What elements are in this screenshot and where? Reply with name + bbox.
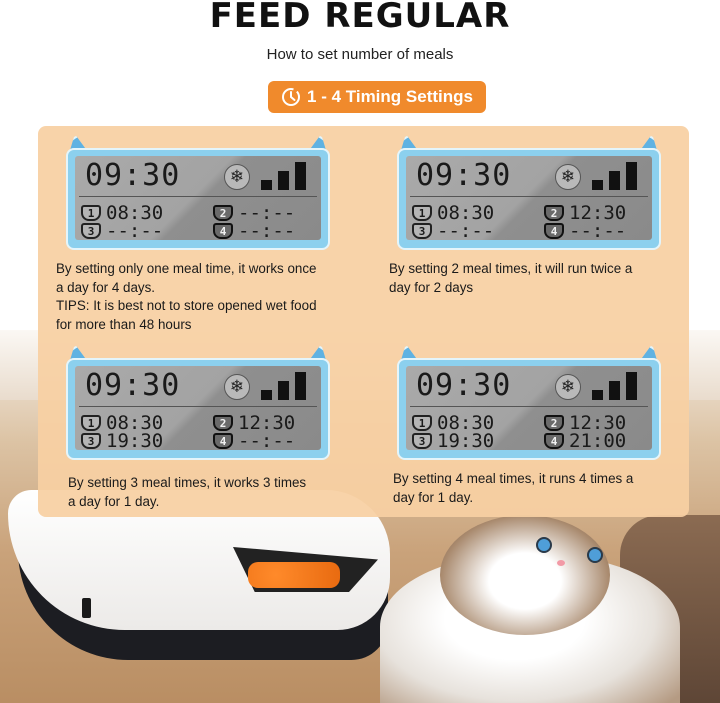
meal-time: --:-- <box>106 220 164 240</box>
lcd-clock: 09:30 <box>85 368 181 403</box>
meal-slot-4: 4 --:-- <box>213 220 295 240</box>
caption-line: for more than 48 hours <box>56 316 192 332</box>
clock-icon <box>282 88 301 106</box>
meal-time: 19:30 <box>106 430 164 450</box>
signal-bars-icon <box>592 162 642 190</box>
meal-slot-1: 1 08:30 <box>412 412 494 434</box>
meal-slot-1: 1 08:30 <box>81 202 163 224</box>
lcd-screen: 09:30 ❄ 1 08:30 2 --:-- 3 --:-- 4 --:-- <box>75 156 321 240</box>
signal-bars-icon <box>261 372 311 400</box>
meal-slot-1: 1 08:30 <box>81 412 163 434</box>
caption-line: By setting 4 meal times, it runs 4 times… <box>393 471 634 486</box>
meal-time: --:-- <box>238 202 296 224</box>
meal-time: 08:30 <box>437 412 495 434</box>
meal-time: --:-- <box>238 220 296 240</box>
lcd-divider <box>410 406 648 407</box>
caption-line: day for 2 days <box>389 279 474 295</box>
caption-line: By setting 3 meal times, it works 3 time… <box>68 475 307 490</box>
lcd-screen: 09:30 ❄ 1 08:30 2 12:30 3 --:-- 4 --:-- <box>406 156 652 240</box>
meal-number-badge: 3 <box>81 223 101 239</box>
meal-number-badge: 2 <box>544 415 564 431</box>
lcd-display-2: 09:30 ❄ 1 08:30 2 12:30 3 --:-- 4 --:-- <box>397 134 661 250</box>
meal-number-badge: 1 <box>412 205 432 221</box>
snowflake-icon: ❄ <box>224 164 250 190</box>
lcd-divider <box>79 196 317 197</box>
cat-eye-left <box>536 537 552 553</box>
lcd-clock: 09:30 <box>416 368 512 403</box>
meal-slot-4: 4 --:-- <box>213 430 295 450</box>
lcd-display-3: 09:30 ❄ 1 08:30 2 12:30 3 19:30 4 --:-- <box>66 344 330 460</box>
meal-slot-3: 3 --:-- <box>81 220 163 240</box>
page-title: FEED REGULAR <box>209 0 511 36</box>
cat-image <box>370 515 720 703</box>
signal-bars-icon <box>592 372 642 400</box>
page-subtitle: How to set number of meals <box>266 46 454 63</box>
meal-slot-2: 2 12:30 <box>544 412 626 434</box>
caption-line: By setting only one meal time, it works … <box>56 261 317 276</box>
caption-line: By setting 2 meal times, it will run twi… <box>389 261 633 276</box>
feeder-button <box>82 598 91 618</box>
meal-number-badge: 4 <box>544 223 564 239</box>
caption-line: day for 1 day. <box>393 489 474 505</box>
caption-2: By setting 2 meal times, it will run twi… <box>389 260 632 297</box>
meal-number-badge: 2 <box>213 205 233 221</box>
wet-food <box>248 562 340 588</box>
lcd-display-4: 09:30 ❄ 1 08:30 2 12:30 3 19:30 4 21:00 <box>397 344 661 460</box>
meal-slot-3: 3 --:-- <box>412 220 494 240</box>
meal-time: 08:30 <box>437 202 495 224</box>
meal-slot-4: 4 --:-- <box>544 220 626 240</box>
cat-head <box>440 515 610 635</box>
meal-number-badge: 3 <box>412 223 432 239</box>
lcd-clock: 09:30 <box>416 158 512 193</box>
meal-number-badge: 4 <box>213 223 233 239</box>
meal-time: 08:30 <box>106 412 164 434</box>
lcd-screen: 09:30 ❄ 1 08:30 2 12:30 3 19:30 4 21:00 <box>406 366 652 450</box>
meal-number-badge: 4 <box>213 433 233 449</box>
meal-slot-1: 1 08:30 <box>412 202 494 224</box>
meal-slot-4: 4 21:00 <box>544 430 626 450</box>
lcd-clock: 09:30 <box>85 158 181 193</box>
caption-line: a day for 4 days. <box>56 279 155 295</box>
lcd-display-1: 09:30 ❄ 1 08:30 2 --:-- 3 --:-- 4 --:-- <box>66 134 330 250</box>
meal-slot-2: 2 --:-- <box>213 202 295 224</box>
meal-time: --:-- <box>569 220 627 240</box>
cat-eye-right <box>587 547 603 563</box>
meal-slot-3: 3 19:30 <box>412 430 494 450</box>
caption-3: By setting 3 meal times, it works 3 time… <box>68 474 306 511</box>
meal-slot-2: 2 12:30 <box>544 202 626 224</box>
snowflake-icon: ❄ <box>555 164 581 190</box>
caption-line: a day for 1 day. <box>68 493 160 509</box>
meal-time: 21:00 <box>569 430 627 450</box>
meal-number-badge: 4 <box>544 433 564 449</box>
meal-time: --:-- <box>238 430 296 450</box>
meal-time: 12:30 <box>238 412 296 434</box>
caption-1: By setting only one meal time, it works … <box>56 260 317 334</box>
meal-slot-3: 3 19:30 <box>81 430 163 450</box>
lcd-screen: 09:30 ❄ 1 08:30 2 12:30 3 19:30 4 --:-- <box>75 366 321 450</box>
meal-number-badge: 1 <box>412 415 432 431</box>
cat-nose <box>557 560 565 566</box>
meal-time: 12:30 <box>569 202 627 224</box>
meal-number-badge: 3 <box>81 433 101 449</box>
timing-settings-badge: 1 - 4 Timing Settings <box>268 81 486 113</box>
lcd-divider <box>410 196 648 197</box>
meal-number-badge: 1 <box>81 205 101 221</box>
snowflake-icon: ❄ <box>555 374 581 400</box>
caption-4: By setting 4 meal times, it runs 4 times… <box>393 470 633 507</box>
timing-settings-label: 1 - 4 Timing Settings <box>307 87 473 106</box>
meal-number-badge: 2 <box>544 205 564 221</box>
signal-bars-icon <box>261 162 311 190</box>
meal-time: 08:30 <box>106 202 164 224</box>
caption-line: TIPS: It is best not to store opened wet… <box>56 298 317 314</box>
meal-number-badge: 1 <box>81 415 101 431</box>
snowflake-icon: ❄ <box>224 374 250 400</box>
meal-number-badge: 3 <box>412 433 432 449</box>
lcd-divider <box>79 406 317 407</box>
meal-slot-2: 2 12:30 <box>213 412 295 434</box>
meal-time: 12:30 <box>569 412 627 434</box>
meal-number-badge: 2 <box>213 415 233 431</box>
meal-time: 19:30 <box>437 430 495 450</box>
meal-time: --:-- <box>437 220 495 240</box>
